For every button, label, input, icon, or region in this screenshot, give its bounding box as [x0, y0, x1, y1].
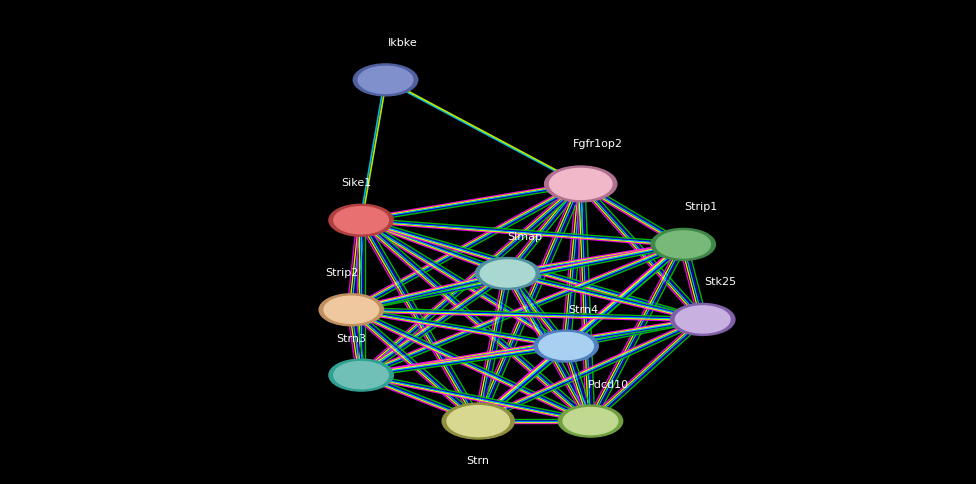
- Circle shape: [656, 231, 711, 258]
- Circle shape: [353, 64, 418, 96]
- Circle shape: [447, 406, 509, 437]
- Text: Strip2: Strip2: [325, 268, 358, 278]
- Circle shape: [324, 296, 379, 323]
- Circle shape: [442, 403, 514, 439]
- Circle shape: [549, 168, 612, 199]
- Circle shape: [475, 257, 540, 289]
- Text: Ikbke: Ikbke: [388, 38, 418, 48]
- Circle shape: [651, 228, 715, 260]
- Circle shape: [329, 359, 393, 391]
- Text: Sike1: Sike1: [342, 178, 371, 188]
- Text: Strn: Strn: [467, 456, 490, 466]
- Text: Stk25: Stk25: [705, 277, 736, 287]
- Circle shape: [480, 260, 535, 287]
- Circle shape: [675, 306, 730, 333]
- Circle shape: [358, 66, 413, 93]
- Circle shape: [539, 333, 593, 360]
- Circle shape: [319, 294, 384, 326]
- Text: Strip1: Strip1: [684, 202, 717, 212]
- Circle shape: [563, 408, 618, 435]
- Text: Slmap: Slmap: [508, 232, 543, 242]
- Circle shape: [334, 207, 388, 234]
- Circle shape: [545, 166, 617, 202]
- Circle shape: [534, 330, 598, 362]
- Circle shape: [558, 405, 623, 437]
- Text: Fgfr1op2: Fgfr1op2: [573, 139, 624, 149]
- Circle shape: [329, 204, 393, 236]
- Circle shape: [671, 303, 735, 335]
- Circle shape: [334, 362, 388, 389]
- Text: Strn3: Strn3: [337, 333, 366, 344]
- Text: Strn4: Strn4: [569, 304, 598, 315]
- Text: Pdcd10: Pdcd10: [588, 379, 629, 390]
